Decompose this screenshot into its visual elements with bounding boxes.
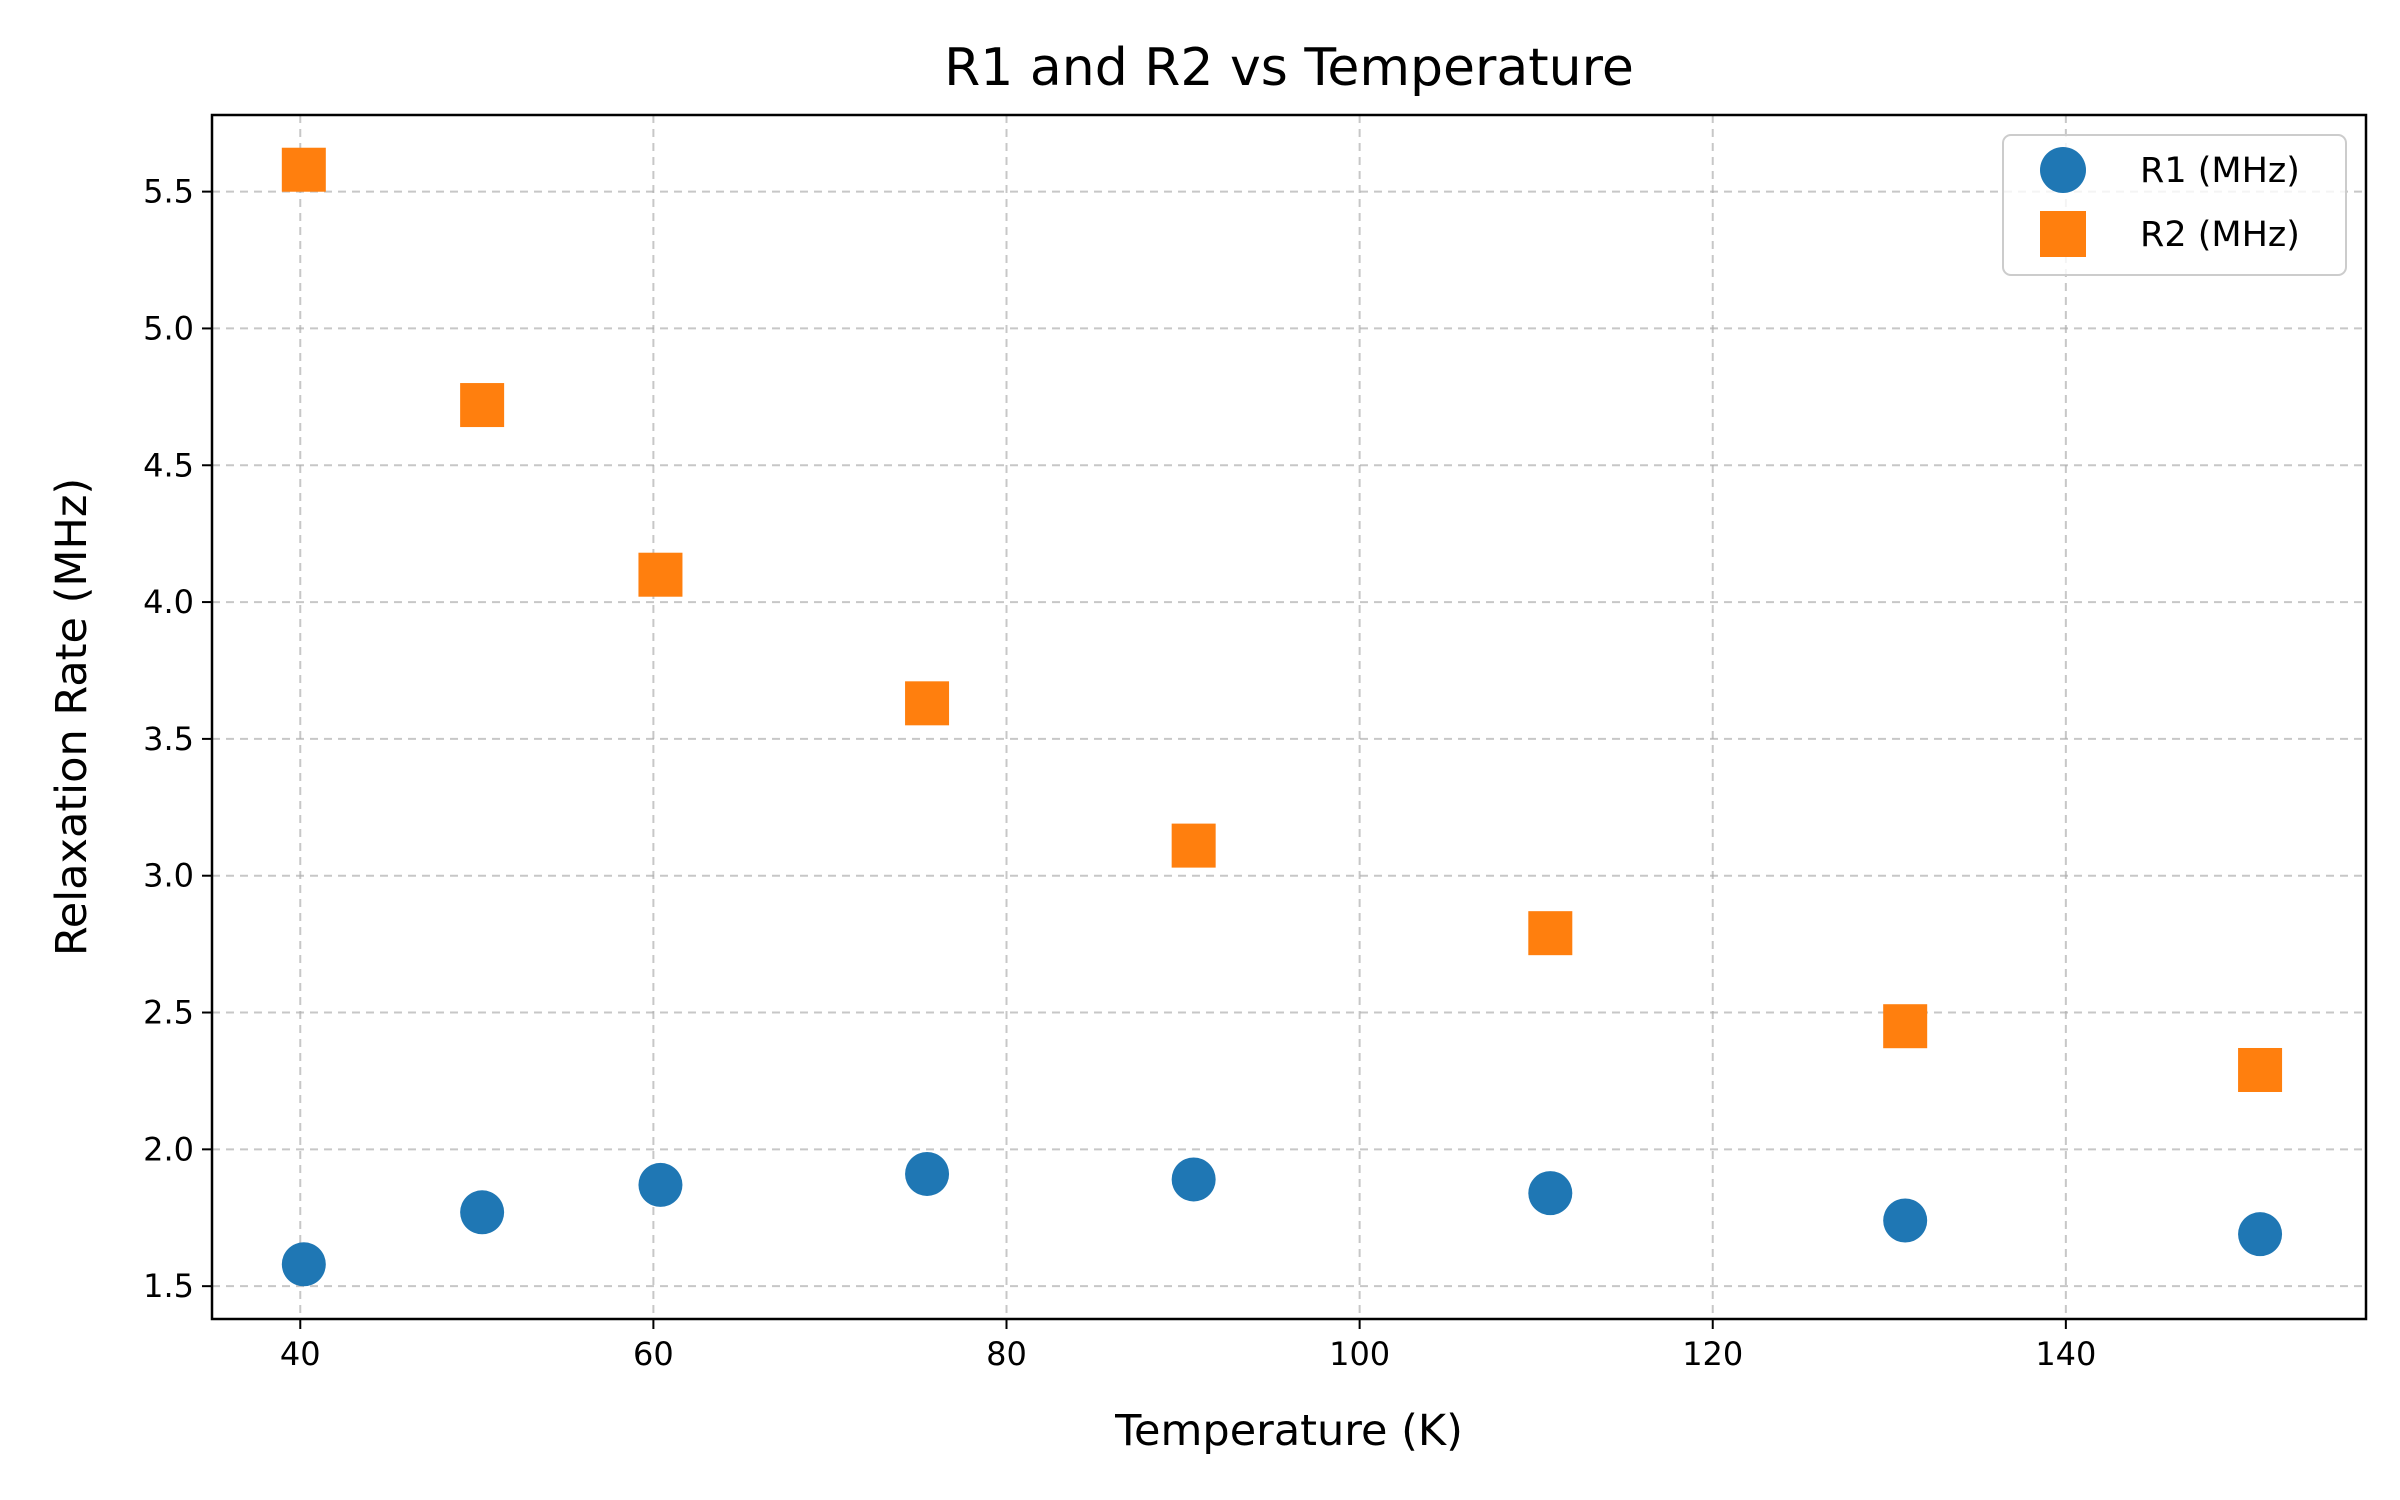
data-point-r2: [1171, 823, 1216, 868]
y-tick-label: 5.5: [143, 173, 194, 211]
legend: R1 (MHz) R2 (MHz): [2002, 134, 2347, 276]
data-point-r1: [281, 1242, 326, 1287]
data-point-r1: [905, 1151, 950, 1196]
x-tick-label: 100: [1329, 1335, 1390, 1373]
data-point-r2: [281, 147, 326, 192]
data-point-r2: [1528, 911, 1573, 956]
data-point-r1: [1883, 1198, 1928, 1243]
y-axis-label: Relaxation Rate (MHz): [47, 478, 97, 956]
data-points: [281, 147, 2283, 1287]
legend-marker-r1: [2040, 147, 2086, 193]
x-tick-label: 140: [2035, 1335, 2096, 1373]
x-tick-label: 120: [1682, 1335, 1743, 1373]
legend-box: [2002, 134, 2347, 276]
x-tick-label: 60: [633, 1335, 674, 1373]
y-tick-label: 2.0: [143, 1130, 194, 1168]
x-tick-label: 80: [986, 1335, 1027, 1373]
data-point-r1: [460, 1190, 505, 1235]
legend-marker-r2: [2040, 211, 2086, 257]
data-point-r2: [1883, 1004, 1928, 1049]
x-axis-label: Temperature (K): [1114, 1406, 1463, 1456]
legend-label-r2: R2 (MHz): [2140, 215, 2300, 255]
x-tick-label: 40: [280, 1335, 321, 1373]
data-point-r2: [905, 681, 950, 726]
plot-frame: [210, 113, 2368, 1321]
data-point-r2: [638, 552, 683, 597]
chart-title: R1 and R2 vs Temperature: [944, 38, 1634, 98]
y-tick-label: 3.0: [143, 857, 194, 895]
y-tick-label: 2.5: [143, 994, 194, 1032]
y-tick-label: 5.0: [143, 309, 194, 347]
y-tick-label: 4.0: [143, 583, 194, 621]
y-tick-label: 1.5: [143, 1267, 194, 1305]
axis-ticks: 40 60 80 100 120 140 1.5 2.0 2.5 3.0 3.5 4.0 4.5 5.0 5…: [143, 173, 2096, 1373]
y-tick-label: 4.5: [143, 446, 194, 484]
data-point-r2: [2238, 1047, 2283, 1092]
data-point-r1: [1528, 1171, 1573, 1216]
data-point-r2: [460, 383, 505, 428]
data-point-r1: [638, 1162, 683, 1207]
y-tick-label: 3.5: [143, 720, 194, 758]
data-point-r1: [2238, 1212, 2283, 1257]
data-point-r1: [1171, 1157, 1216, 1202]
grid: [212, 115, 2366, 1319]
legend-label-r1: R1 (MHz): [2140, 151, 2300, 191]
